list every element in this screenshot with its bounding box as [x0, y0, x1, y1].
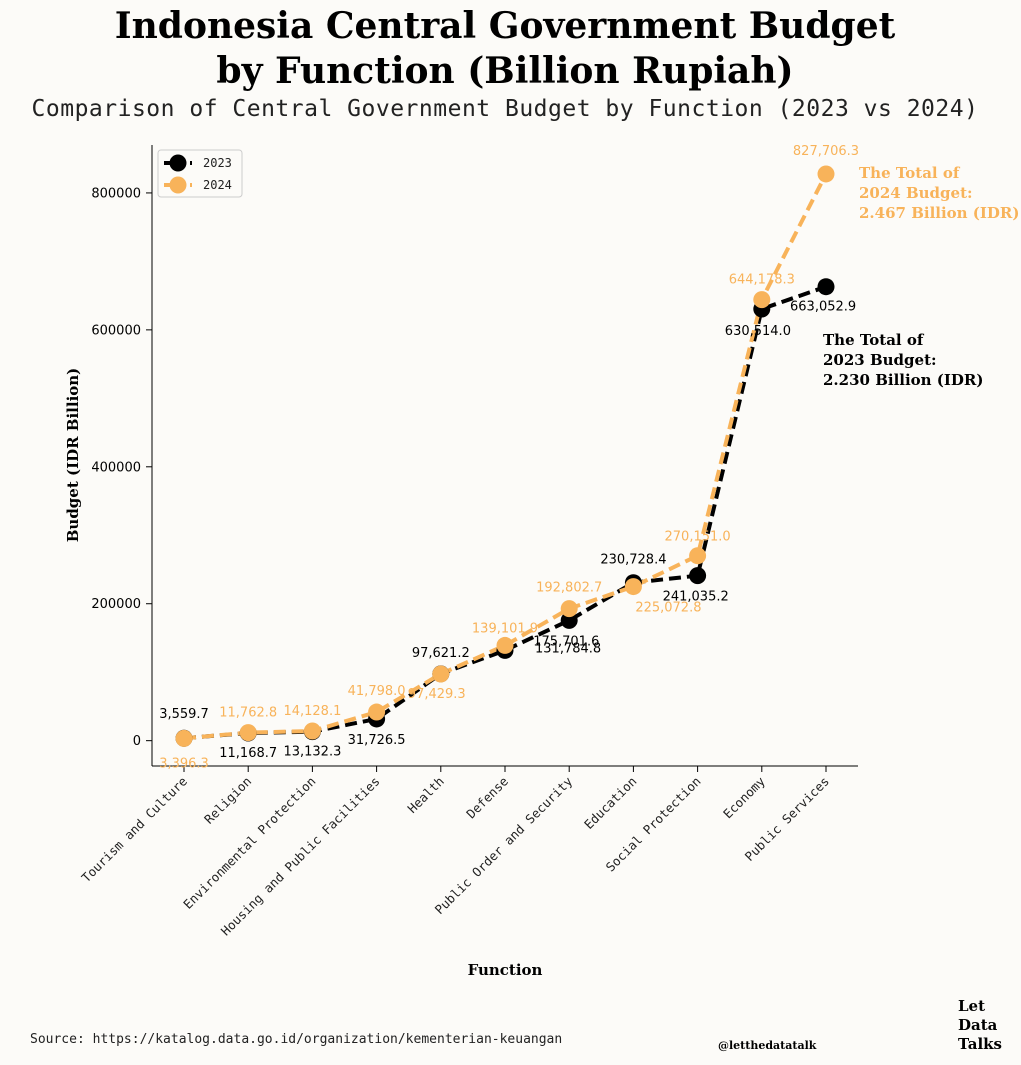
data-point-2023	[817, 278, 835, 296]
data-label-2023: 175,701.6	[533, 634, 599, 649]
data-point-2024	[689, 547, 707, 565]
y-axis-title: Budget (IDR Billion)	[64, 368, 82, 543]
legend-marker-2024	[169, 176, 187, 194]
data-point-2024	[560, 600, 578, 618]
data-point-2024	[624, 578, 642, 596]
data-label-2024: 11,762.8	[219, 706, 277, 721]
source-note: Source: https://katalog.data.go.id/organ…	[30, 1032, 563, 1047]
data-point-2024	[496, 636, 514, 654]
chart-subtitle: Comparison of Central Government Budget …	[31, 96, 979, 122]
data-label-2024: 644,178.3	[729, 273, 795, 288]
data-label-2023: 3,559.7	[159, 707, 209, 722]
x-tick-label: Education	[581, 774, 640, 833]
data-label-2024: 192,802.7	[536, 581, 602, 596]
data-label-2023: 630,514.0	[725, 324, 791, 339]
y-tick-label: 200000	[91, 597, 141, 612]
data-label-2023: 11,168.7	[219, 746, 277, 761]
total-annotation-line: 2.467 Billion (IDR)	[859, 204, 1019, 222]
x-axis-title: Function	[468, 961, 543, 979]
data-label-2024: 14,128.1	[283, 704, 341, 719]
legend: 2023 2024	[157, 149, 243, 198]
data-point-2024	[432, 665, 450, 683]
data-point-2023	[560, 611, 578, 629]
series-line-2023	[183, 284, 827, 741]
total-annotation-line: 2023 Budget:	[823, 351, 937, 369]
legend-label-2023: 2023	[203, 156, 232, 170]
data-label-2024: 827,706.3	[793, 144, 859, 159]
y-ticks: 0 200000 400000 600000 800000	[91, 186, 152, 749]
brand-logo: Let Data Talks	[958, 997, 1002, 1054]
data-label-2023: 131,784.8	[535, 641, 601, 656]
title-line-1: Indonesia Central Government Budget	[114, 5, 896, 47]
data-point-2024	[368, 703, 386, 721]
x-tick-label: Public Order and Security	[432, 773, 576, 917]
annotations: The Total of 2024 Budget: 2.467 Billion (I…	[823, 164, 1019, 389]
x-tick-label: Health	[404, 774, 447, 817]
data-label-2023: 230,728.4	[600, 553, 666, 568]
data-label-2024: 225,072.8	[635, 601, 701, 616]
data-label-2023: 97,621.2	[412, 646, 470, 661]
total-annotation-line: 2024 Budget:	[859, 184, 973, 202]
brand-word-1: Let	[958, 997, 986, 1015]
total-annotation-line: 2.230 Billion (IDR)	[823, 371, 983, 389]
data-labels: 3,559.711,168.7 13,132.331,726.597,621.2 1…	[159, 144, 859, 771]
brand-word-2: Data	[958, 1016, 998, 1034]
legend-marker-2023	[169, 154, 187, 172]
axes	[151, 145, 858, 767]
x-tick-label: Defense	[463, 774, 511, 822]
x-ticks: Tourism and Culture ReligionEnvironmental…	[78, 766, 832, 938]
series-line-2024	[183, 173, 828, 741]
y-tick-label: 600000	[91, 323, 141, 338]
chart-title: Indonesia Central Government Budget by F…	[0, 4, 1010, 94]
x-tick-label: Economy	[720, 773, 768, 821]
data-label-2024: 97,429.3	[408, 687, 466, 702]
data-point-2024	[303, 722, 321, 740]
legend-label-2024: 2024	[203, 178, 232, 192]
data-point-2024	[753, 291, 771, 309]
data-label-2023: 663,052.9	[790, 300, 856, 315]
title-line-2: by Function (Billion Rupiah)	[216, 50, 794, 92]
data-point-2024	[175, 729, 193, 747]
y-tick-label: 0	[133, 734, 141, 749]
data-label-2024: 139,101.9	[472, 621, 538, 636]
data-label-2024: 270,151.0	[665, 530, 731, 545]
total-annotation-line: The Total of	[859, 164, 961, 182]
y-tick-label: 400000	[91, 460, 141, 475]
data-point-2024	[817, 165, 835, 183]
x-tick-label: Religion	[201, 774, 254, 827]
data-label-2023: 241,035.2	[663, 590, 729, 605]
total-annotation-line: The Total of	[823, 331, 925, 349]
y-tick-label: 800000	[91, 186, 141, 201]
data-point-2023	[689, 567, 707, 585]
data-point-2024	[239, 724, 257, 742]
data-label-2024: 41,798.0	[348, 684, 406, 699]
series-layer	[175, 165, 835, 747]
x-tick-label: Tourism and Culture	[78, 774, 190, 886]
author-handle: @letthedatatalk	[718, 1039, 817, 1052]
data-label-2024: 3,396.3	[159, 756, 209, 771]
data-label-2023: 13,132.3	[283, 745, 341, 760]
brand-word-3: Talks	[958, 1035, 1002, 1053]
x-tick-label: Environmental Protection	[180, 774, 318, 912]
data-label-2023: 31,726.5	[348, 733, 406, 748]
